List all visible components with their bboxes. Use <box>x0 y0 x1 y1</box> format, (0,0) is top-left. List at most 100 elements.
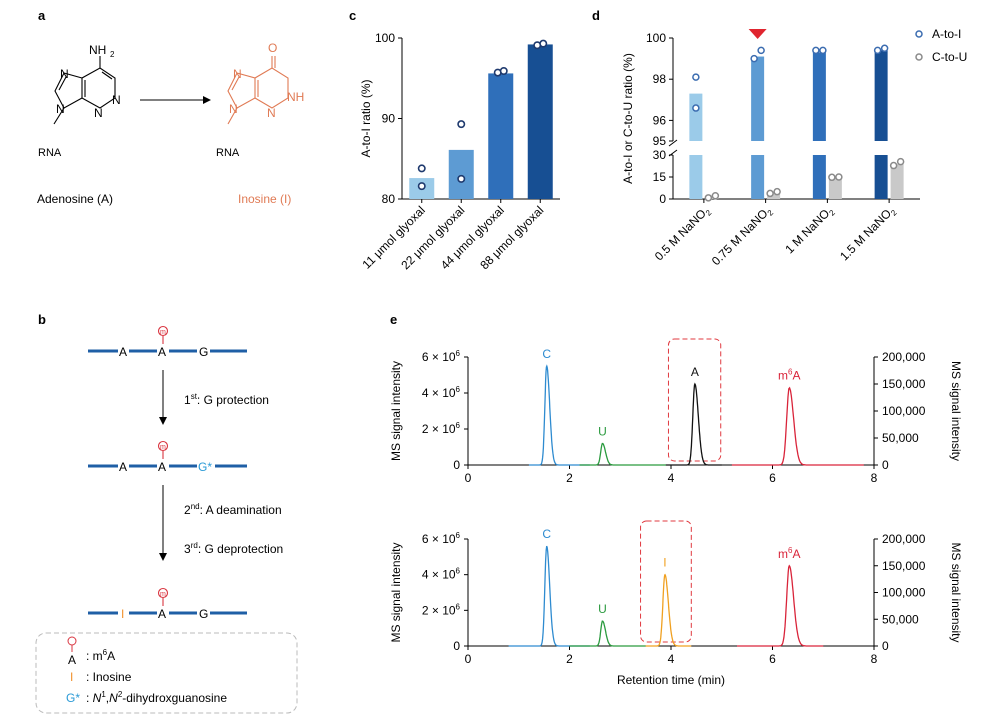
y-tick-label: 80 <box>382 192 396 206</box>
strand-2-gstar: G* <box>198 460 212 474</box>
scheme-b: A A G m 1st: G protection A A G* m 2nd: … <box>35 325 298 714</box>
trace-C <box>508 545 590 647</box>
data-point <box>417 182 426 191</box>
adenosine-caption: Adenosine (A) <box>37 192 113 206</box>
bar-a-to-i-lower <box>874 155 888 199</box>
data-point-a-to-i <box>819 46 827 55</box>
y-tick-label: 15 <box>653 170 667 184</box>
y-tick-label-left: 6 × 106 <box>422 531 461 546</box>
y-tick-label-left: 4 × 106 <box>422 567 461 582</box>
data-point-a-to-i <box>880 44 889 53</box>
data-point <box>457 120 466 129</box>
y-tick-label-left: 0 <box>453 458 460 472</box>
data-point-c-to-u <box>896 157 905 166</box>
trace-U <box>569 620 646 647</box>
panel-label-e: e <box>390 312 397 327</box>
data-point-a-to-i <box>812 46 820 55</box>
m6a-marker-1 <box>157 325 169 337</box>
peak-label-I: I <box>663 556 666 570</box>
adenosine-n3: N <box>94 106 103 120</box>
data-point-c-to-u <box>766 189 774 198</box>
peak-label-U: U <box>598 602 607 616</box>
step-3-label: 3rd: G deprotection <box>184 541 283 556</box>
bar-c-to-u <box>828 177 842 199</box>
peak-label-U: U <box>598 424 607 438</box>
legend-inosine-text: : Inosine <box>86 670 132 684</box>
data-point-c-to-u <box>773 187 781 196</box>
data-point-a-to-i <box>873 46 882 55</box>
y-tick-label-right: 100,000 <box>882 404 926 418</box>
y-tick-label-left: 2 × 106 <box>422 421 461 436</box>
y-tick-label: 98 <box>653 72 667 86</box>
y-axis-label-right: MS signal intensity <box>949 361 963 461</box>
y-tick-label: 30 <box>653 148 667 162</box>
bar-a-to-i <box>874 50 888 141</box>
m6a-marker-3-text: m <box>160 591 166 598</box>
strand-3: I A G m <box>88 587 247 621</box>
data-point <box>499 67 508 76</box>
strand-1-g: G <box>199 345 208 359</box>
amine-label: NH <box>89 43 106 57</box>
legend-m6a-icon <box>67 636 77 646</box>
x-tick-label: 0 <box>465 471 472 485</box>
inosine-nh: NH <box>287 90 304 104</box>
legend-gstar-text: : N1,N2-dihydroxguanosine <box>86 690 227 705</box>
inosine-oxygen: O <box>268 41 277 55</box>
adenosine-structure <box>53 56 116 125</box>
data-point-c-to-u <box>835 173 843 181</box>
step-1-label: 1st: G protection <box>184 392 269 407</box>
trace-A <box>665 382 722 466</box>
data-point-c-to-u <box>711 192 720 200</box>
trace-U <box>579 442 666 466</box>
strand-2-a2: A <box>158 460 166 474</box>
bar-c-to-u <box>890 163 904 199</box>
scheme-legend-box <box>35 632 298 714</box>
y-axis-label-left: MS signal intensity <box>389 542 403 642</box>
bar-a-to-i <box>751 56 765 141</box>
x-tick-label: 1.5 M NaNO2 <box>837 203 899 265</box>
strand-3-g: G <box>199 607 208 621</box>
inosine-n9: N <box>229 102 238 116</box>
bar-c-to-u <box>767 192 781 199</box>
adenosine-n7: N <box>60 67 69 81</box>
axis-break-mark <box>668 139 678 147</box>
reaction-arrow <box>140 96 211 104</box>
y-axis-label: A-to-I or C-to-U ratio (%) <box>621 53 635 184</box>
trace-I <box>645 573 692 647</box>
panel-label-c: c <box>349 8 356 23</box>
bar-a-to-i-lower <box>689 155 703 199</box>
trace-C <box>528 364 590 466</box>
y-tick-label: 100 <box>375 31 395 45</box>
peak-label-m6A: m6A <box>778 368 800 383</box>
data-point-a-to-i <box>692 104 700 112</box>
legend-label-c-to-u: C-to-U <box>932 50 967 64</box>
y-tick-label-right: 0 <box>882 458 889 472</box>
inosine-n3: N <box>267 106 276 120</box>
y-tick-label-right: 50,000 <box>882 612 919 626</box>
inosine-rna-label: RNA <box>216 147 240 159</box>
inosine-n7: N <box>233 67 242 81</box>
panel-label-a: a <box>38 8 46 23</box>
data-point-c-to-u <box>828 173 836 182</box>
y-tick-label-right: 50,000 <box>882 431 919 445</box>
bar-a-to-i <box>812 52 826 141</box>
x-tick-label: 0.5 M NaNO2 <box>652 203 714 265</box>
y-tick-label: 95 <box>653 134 667 148</box>
x-tick-label: 0.75 M NaNO2 <box>709 203 776 270</box>
data-point-c-to-u <box>704 194 713 202</box>
m6a-marker-1-text: m <box>160 329 166 336</box>
legend-m6a-text: : m6A <box>86 648 115 663</box>
m6a-marker-2 <box>157 440 169 452</box>
y-tick-label-left: 2 × 106 <box>422 602 461 617</box>
y-axis-label-left: MS signal intensity <box>389 361 403 461</box>
adenosine-n1: N <box>112 93 121 107</box>
x-tick-label: 0 <box>465 652 472 666</box>
x-axis-label: Retention time (min) <box>617 673 725 687</box>
y-tick-label-left: 0 <box>453 639 460 653</box>
m6a-marker-2-text: m <box>160 444 166 451</box>
amine-subscript: 2 <box>110 50 115 59</box>
